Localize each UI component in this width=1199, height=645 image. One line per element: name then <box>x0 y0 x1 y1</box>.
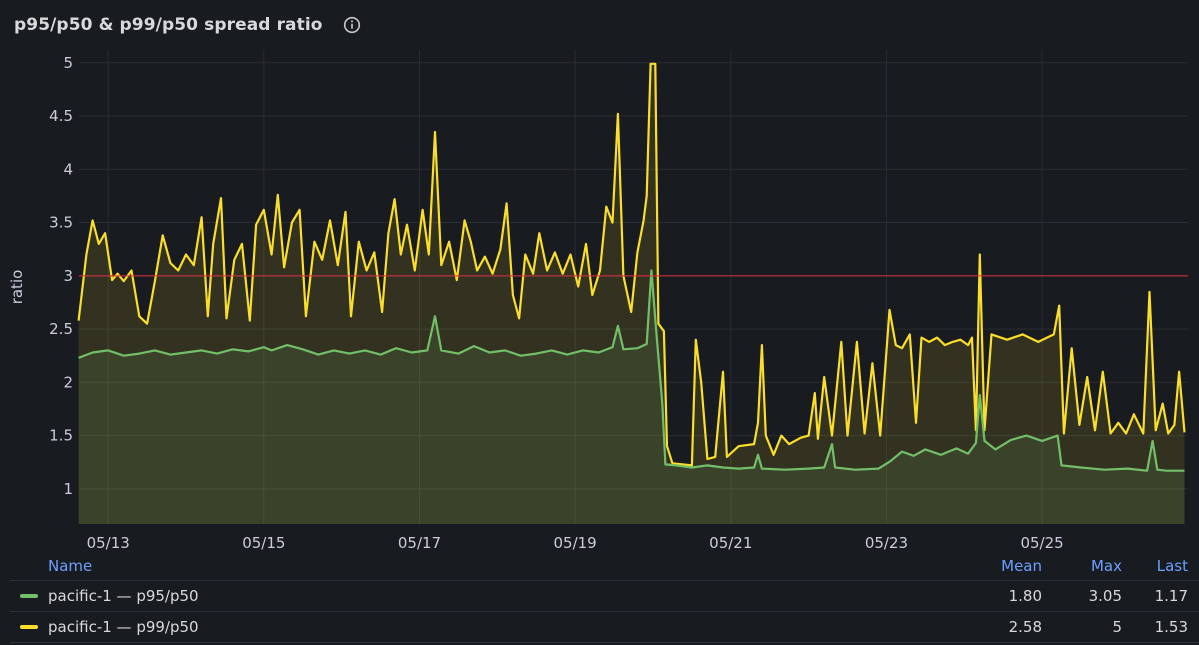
legend-row-p99[interactable]: pacific-1 — p99/p50 2.58 5 1.53 <box>10 612 1199 643</box>
y-axis-label: ratio <box>8 270 26 305</box>
legend-header-row: Name Mean Max Last <box>10 552 1199 581</box>
info-circle-icon[interactable] <box>343 16 361 34</box>
series-area-p99 <box>78 63 1185 525</box>
legend-mean-value: 2.58 <box>1008 618 1042 636</box>
y-tick-label: 4.5 <box>49 107 73 125</box>
series-color-swatch[interactable] <box>20 594 38 598</box>
x-tick-label: 05/13 <box>87 534 130 550</box>
legend-max-value: 5 <box>1112 618 1122 636</box>
series-color-swatch[interactable] <box>20 625 38 629</box>
series-area-p95 <box>78 270 1185 524</box>
legend-header-mean[interactable]: Mean <box>1001 557 1042 575</box>
x-tick-label: 05/19 <box>554 534 597 550</box>
panel-header: p95/p50 & p99/p50 spread ratio <box>0 0 1199 50</box>
y-tick-label: 1.5 <box>49 427 73 445</box>
y-tick-label: 5 <box>63 54 73 72</box>
legend-last-value: 1.53 <box>1154 618 1188 636</box>
x-tick-label: 05/15 <box>242 534 285 550</box>
legend-table: Name Mean Max Last pacific-1 — p95/p50 1… <box>10 552 1199 643</box>
y-tick-label: 3.5 <box>49 214 73 232</box>
legend-header-name[interactable]: Name <box>48 557 93 575</box>
legend-header-last[interactable]: Last <box>1156 557 1188 575</box>
legend-max-value: 3.05 <box>1088 587 1122 605</box>
y-tick-label: 1 <box>63 480 73 498</box>
panel-title: p95/p50 & p99/p50 spread ratio <box>14 15 323 35</box>
x-tick-label: 05/21 <box>709 534 752 550</box>
legend-mean-value: 1.80 <box>1008 587 1042 605</box>
legend-last-value: 1.17 <box>1154 587 1188 605</box>
x-tick-label: 05/23 <box>865 534 908 550</box>
legend-header-max[interactable]: Max <box>1090 557 1122 575</box>
y-tick-label: 4 <box>63 160 73 178</box>
y-tick-label: 2 <box>63 373 73 391</box>
series-line-p95 <box>78 269 1185 472</box>
x-tick-label: 05/25 <box>1020 534 1063 550</box>
legend-series-name[interactable]: pacific-1 — p99/p50 <box>48 618 199 636</box>
y-tick-label: 3 <box>63 267 73 285</box>
y-tick-label: 2.5 <box>49 320 73 338</box>
legend-series-name[interactable]: pacific-1 — p95/p50 <box>48 587 199 605</box>
legend-row-p95[interactable]: pacific-1 — p95/p50 1.80 3.05 1.17 <box>10 581 1199 612</box>
x-tick-label: 05/17 <box>398 534 441 550</box>
timeseries-chart[interactable]: 1 1.5 2 2.5 3 3.5 4 4.5 5 05/13 05/15 05/17 05/19 05/… <box>0 50 1199 550</box>
